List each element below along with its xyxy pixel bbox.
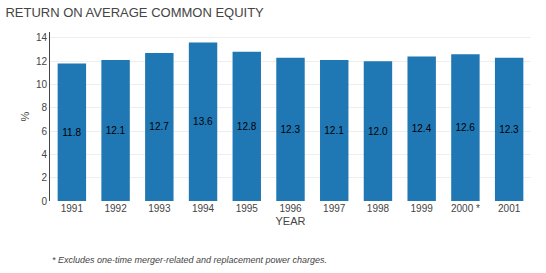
svg-text:12.4: 12.4 <box>412 123 432 134</box>
svg-text:RETURN ON AVERAGE COMMON EQUIT: RETURN ON AVERAGE COMMON EQUITY <box>5 5 264 20</box>
svg-text:YEAR: YEAR <box>276 215 306 227</box>
svg-text:12.1: 12.1 <box>106 125 126 136</box>
svg-text:6: 6 <box>41 126 47 137</box>
svg-text:0: 0 <box>41 196 47 207</box>
svg-text:1993: 1993 <box>148 203 171 214</box>
svg-text:8: 8 <box>41 102 47 113</box>
svg-text:12.8: 12.8 <box>237 121 257 132</box>
svg-text:12.6: 12.6 <box>455 122 475 133</box>
svg-text:1992: 1992 <box>104 203 127 214</box>
svg-text:14: 14 <box>36 32 48 43</box>
svg-text:12.3: 12.3 <box>281 124 301 135</box>
svg-text:1994: 1994 <box>192 203 215 214</box>
svg-text:1991: 1991 <box>61 203 84 214</box>
svg-text:%: % <box>19 111 31 121</box>
svg-text:4: 4 <box>41 149 47 160</box>
svg-text:13.6: 13.6 <box>193 116 213 127</box>
svg-text:12.0: 12.0 <box>368 126 388 137</box>
svg-text:* Excludes one-time merger-rel: * Excludes one-time merger-related and r… <box>52 255 327 265</box>
svg-text:12.1: 12.1 <box>324 125 344 136</box>
svg-text:10: 10 <box>36 79 48 90</box>
svg-text:12.7: 12.7 <box>149 121 169 132</box>
svg-text:12.3: 12.3 <box>499 124 519 135</box>
svg-text:2: 2 <box>41 172 47 183</box>
svg-text:2001: 2001 <box>498 203 521 214</box>
svg-text:1996: 1996 <box>279 203 302 214</box>
svg-text:11.8: 11.8 <box>62 127 81 138</box>
svg-text:12: 12 <box>36 56 48 67</box>
svg-text:1995: 1995 <box>236 203 259 214</box>
svg-text:2000 *: 2000 * <box>451 203 480 214</box>
svg-text:1999: 1999 <box>411 203 434 214</box>
svg-text:1997: 1997 <box>323 203 346 214</box>
svg-text:1998: 1998 <box>367 203 390 214</box>
